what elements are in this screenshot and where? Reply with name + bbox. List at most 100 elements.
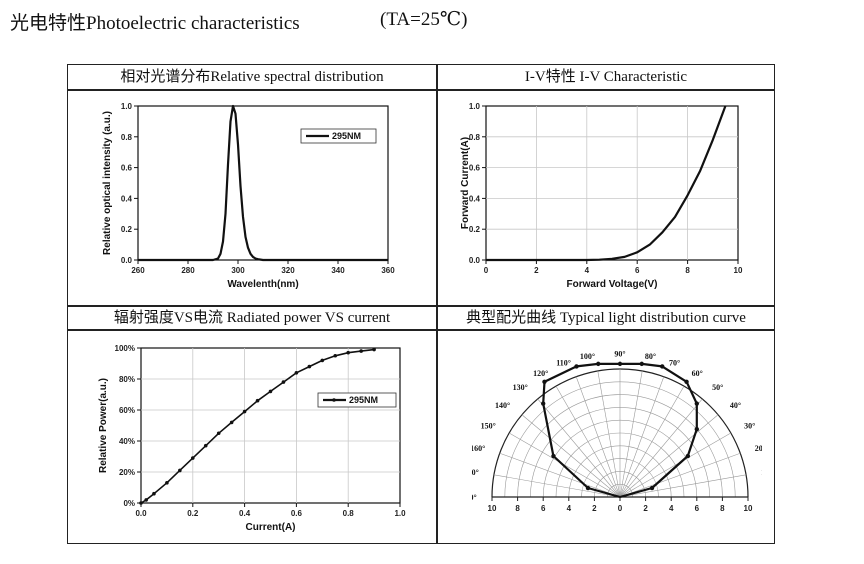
y-axis-label: Relative Power(a.u.) (98, 378, 109, 473)
data-point (165, 481, 169, 485)
distribution-point (684, 379, 689, 384)
grid-divider-h1 (68, 89, 774, 91)
x-tick-label: 340 (331, 266, 345, 275)
data-point (268, 389, 273, 394)
distribution-point (660, 364, 665, 369)
y-tick-label: 0.0 (469, 256, 481, 265)
x-tick-label: 4 (585, 266, 590, 275)
angle-label: 80° (645, 352, 656, 361)
x-tick-label: 280 (181, 266, 195, 275)
data-point (372, 347, 376, 352)
angle-label: 70° (669, 358, 680, 367)
x-tick-label: 360 (381, 266, 395, 275)
polar-spoke (619, 385, 685, 498)
x-tick-label: 10 (734, 266, 743, 275)
series-line (140, 348, 375, 504)
x-tick-label: 0.0 (135, 509, 147, 518)
y-tick-label: 0.2 (469, 225, 481, 234)
y-tick-label: 0.0 (121, 256, 133, 265)
distribution-point (596, 361, 601, 367)
x-tick-label: 260 (131, 266, 145, 275)
power-panel-title: 辐射强度VS电流 Radiated power VS current (113, 310, 391, 326)
angle-label: 30° (744, 421, 755, 430)
angle-label: 120° (533, 369, 548, 378)
y-tick-label: 0.8 (121, 133, 133, 142)
y-tick-label: 0% (123, 499, 135, 508)
test-condition: (TA=25℃) (380, 9, 468, 30)
legend-box (317, 392, 397, 408)
polar-spoke (521, 414, 621, 498)
y-tick-label: 0.6 (469, 164, 481, 173)
data-point (307, 364, 312, 369)
distribution-point (617, 361, 623, 367)
angle-label: 130° (513, 383, 528, 392)
data-point (144, 498, 148, 502)
data-point (216, 431, 221, 436)
polar-spoke (619, 452, 741, 498)
radial-tick-label: 8 (720, 504, 725, 513)
data-point (320, 358, 325, 363)
x-axis-label: Wavelenth(nm) (227, 279, 298, 290)
charts-grid: 相对光谱分布Relative spectral distribution I-V… (67, 64, 775, 544)
x-axis-label: Current(A) (246, 522, 296, 533)
series-line (138, 104, 388, 262)
distribution-point (639, 361, 644, 367)
data-point (139, 501, 143, 505)
x-tick-label: 320 (281, 266, 295, 275)
distribution-point (585, 485, 591, 491)
polar-spoke (619, 370, 643, 498)
iv-panel-title: I-V特性 I-V Characteristic (524, 69, 688, 85)
data-point (294, 371, 299, 375)
data-point (255, 398, 260, 403)
x-tick-label: 0 (484, 266, 489, 275)
polar-spoke (499, 452, 621, 498)
distribution-point (685, 453, 691, 459)
data-point (152, 491, 156, 496)
polar-panel-title: 典型配光曲线 Typical light distribution curve (466, 310, 746, 326)
y-axis-label: Forward Current(A) (460, 137, 471, 229)
radial-tick-label: 0 (618, 504, 623, 513)
y-tick-label: 40% (119, 437, 135, 446)
data-point (242, 409, 247, 414)
polar-spoke (555, 385, 621, 498)
polar-spoke (619, 398, 703, 498)
page-title: 光电特性Photoelectric characteristics (10, 13, 300, 34)
x-tick-label: 6 (635, 266, 640, 275)
legend-box (300, 128, 377, 144)
polar-spoke (493, 474, 621, 498)
angle-label: 150° (481, 421, 496, 430)
polar-spoke (619, 414, 719, 498)
angle-label: 90° (614, 350, 625, 359)
spectral-chart: 260 280 300 320 340 360 0.0 0.2 0.4 0.6 0.8 1.0 Wave… (102, 102, 395, 290)
x-tick-label: 8 (685, 266, 690, 275)
x-tick-label: 0.2 (187, 509, 199, 518)
y-tick-label: 0.8 (469, 133, 481, 142)
grid-divider-vertical (436, 65, 438, 543)
radial-tick-label: 8 (515, 504, 520, 513)
radial-tick-label: 10 (744, 504, 753, 513)
distribution-point (551, 453, 556, 459)
distribution-point (541, 401, 546, 406)
radial-tick-label: 6 (695, 504, 700, 513)
radial-tick-label: 6 (541, 504, 546, 513)
angle-label: 50° (712, 383, 723, 392)
polar-chart: 0°10°20°30°40°50°60°70°80°90°100°110°120… (472, 350, 762, 513)
polar-spoke (619, 432, 732, 498)
angle-label: 140° (495, 401, 510, 410)
series-line (486, 105, 727, 262)
polar-spoke (619, 376, 665, 498)
polar-spoke (575, 376, 621, 498)
legend-label: 295NM (349, 395, 378, 405)
legend-label: 295NM (332, 131, 361, 141)
data-point (281, 380, 286, 384)
y-tick-label: 60% (119, 406, 135, 415)
radial-tick-label: 4 (669, 504, 674, 513)
polar-spoke (537, 398, 621, 498)
polar-spoke (597, 370, 621, 498)
y-tick-label: 100% (115, 344, 135, 353)
y-tick-label: 0.6 (121, 164, 133, 173)
radial-tick-label: 10 (488, 504, 497, 513)
angle-label: 60° (692, 369, 703, 378)
distribution-point (574, 364, 579, 369)
y-tick-label: 1.0 (121, 102, 133, 111)
